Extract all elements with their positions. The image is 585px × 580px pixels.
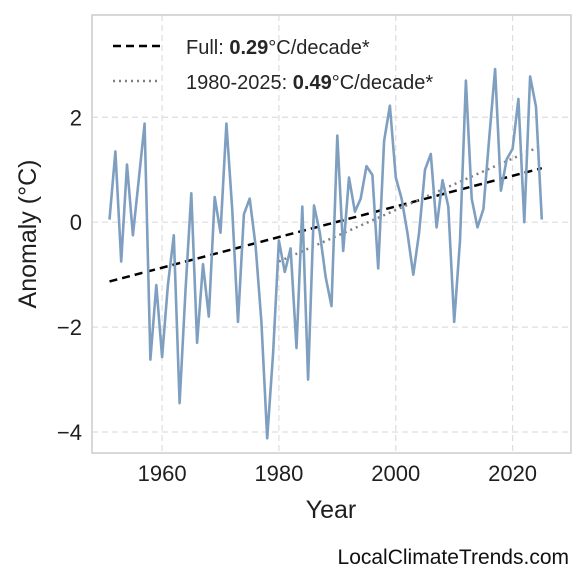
y-tick-label: 2 [70, 105, 82, 130]
legend-recent-suffix: °C/decade* [332, 72, 434, 94]
legend: Full: 0.29°C/decade* 1980-2025: 0.49°C/d… [113, 37, 433, 94]
x-tick-label: 2000 [371, 461, 420, 486]
legend-entry-recent: 1980-2025: 0.49°C/decade* [186, 72, 433, 94]
trend-lines [109, 144, 543, 283]
legend-full-suffix: °C/decade* [268, 37, 370, 59]
y-tick-labels: −4 −2 0 2 [57, 105, 82, 445]
legend-full-prefix: Full: [186, 37, 229, 59]
trend-line-full [109, 166, 543, 283]
y-tick-label: −2 [57, 315, 82, 340]
trend-line-recent [278, 144, 543, 263]
grid-lines [92, 15, 571, 453]
legend-recent-value: 0.49 [293, 72, 332, 94]
anomaly-line [108, 67, 544, 440]
legend-full-value: 0.29 [229, 37, 268, 59]
y-axis-title: Anomaly (°C) [14, 160, 42, 309]
x-axis-title: Year [306, 496, 357, 524]
source-credit: LocalClimateTrends.com [337, 546, 569, 569]
legend-recent-prefix: 1980-2025: [186, 72, 293, 94]
x-tick-label: 1960 [138, 461, 187, 486]
legend-entry-full: Full: 0.29°C/decade* [186, 37, 370, 59]
x-tick-label: 1980 [254, 461, 303, 486]
x-tick-label: 2020 [488, 461, 537, 486]
y-tick-label: −4 [57, 420, 82, 445]
plot-frame [91, 14, 572, 454]
anomaly-series [108, 67, 544, 440]
y-tick-label: 0 [70, 210, 82, 235]
x-tick-labels: 1960 1980 2000 2020 [138, 461, 537, 486]
